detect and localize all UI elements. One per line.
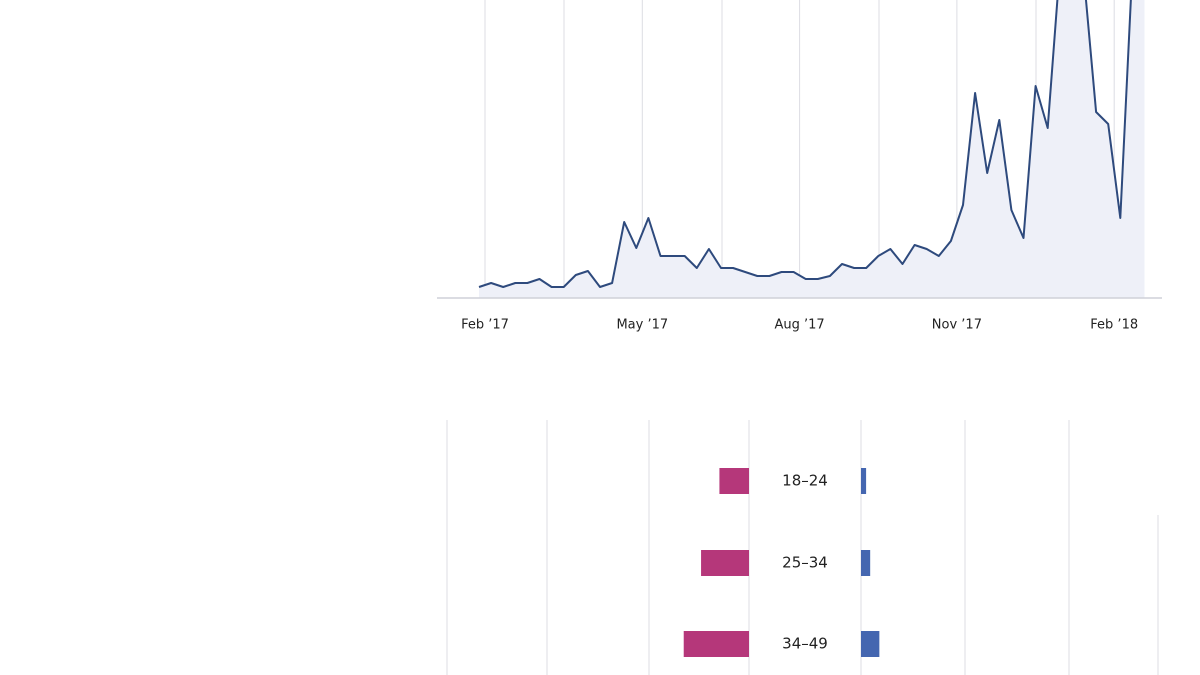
bar [861,468,867,494]
area [479,0,1145,298]
bar [861,631,880,657]
bar [861,550,871,576]
x-tick-label: Feb ’18 [1090,318,1138,333]
line-chart: Feb ’17 May ’17 Aug ’17 Nov ’17 Feb ’18 [437,0,1162,333]
x-tick-label: Nov ’17 [932,318,982,333]
line [478,0,1132,288]
category-label: 18–24 [782,472,828,490]
bar [701,550,749,576]
bar-chart: 18–24 25–34 34–49 [446,420,1159,675]
plot-area [478,0,1145,298]
x-tick-label: Aug ’17 [774,318,824,333]
bar [719,468,749,494]
category-label: 34–49 [782,635,828,653]
x-tick-label: Feb ’17 [461,318,509,333]
category-label: 25–34 [782,554,828,572]
x-tick-label: May ’17 [616,318,668,333]
bar [683,631,749,657]
